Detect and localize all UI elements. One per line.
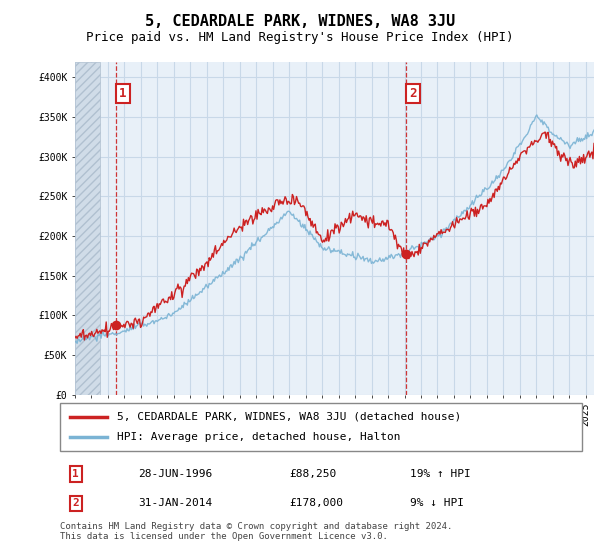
Text: Price paid vs. HM Land Registry's House Price Index (HPI): Price paid vs. HM Land Registry's House … xyxy=(86,31,514,44)
Text: HPI: Average price, detached house, Halton: HPI: Average price, detached house, Halt… xyxy=(118,432,401,442)
Text: £178,000: £178,000 xyxy=(290,498,344,508)
Text: Contains HM Land Registry data © Crown copyright and database right 2024.
This d: Contains HM Land Registry data © Crown c… xyxy=(60,522,452,542)
Text: 2: 2 xyxy=(72,498,79,508)
Bar xyxy=(75,62,100,395)
Text: 5, CEDARDALE PARK, WIDNES, WA8 3JU (detached house): 5, CEDARDALE PARK, WIDNES, WA8 3JU (deta… xyxy=(118,412,461,422)
Text: £88,250: £88,250 xyxy=(290,469,337,479)
Text: 1: 1 xyxy=(119,87,127,100)
Text: 1: 1 xyxy=(72,469,79,479)
Text: 28-JUN-1996: 28-JUN-1996 xyxy=(139,469,212,479)
Text: 2: 2 xyxy=(409,87,416,100)
Text: 19% ↑ HPI: 19% ↑ HPI xyxy=(410,469,470,479)
FancyBboxPatch shape xyxy=(60,403,582,451)
Text: 9% ↓ HPI: 9% ↓ HPI xyxy=(410,498,464,508)
Text: 5, CEDARDALE PARK, WIDNES, WA8 3JU: 5, CEDARDALE PARK, WIDNES, WA8 3JU xyxy=(145,14,455,29)
Text: 31-JAN-2014: 31-JAN-2014 xyxy=(139,498,212,508)
